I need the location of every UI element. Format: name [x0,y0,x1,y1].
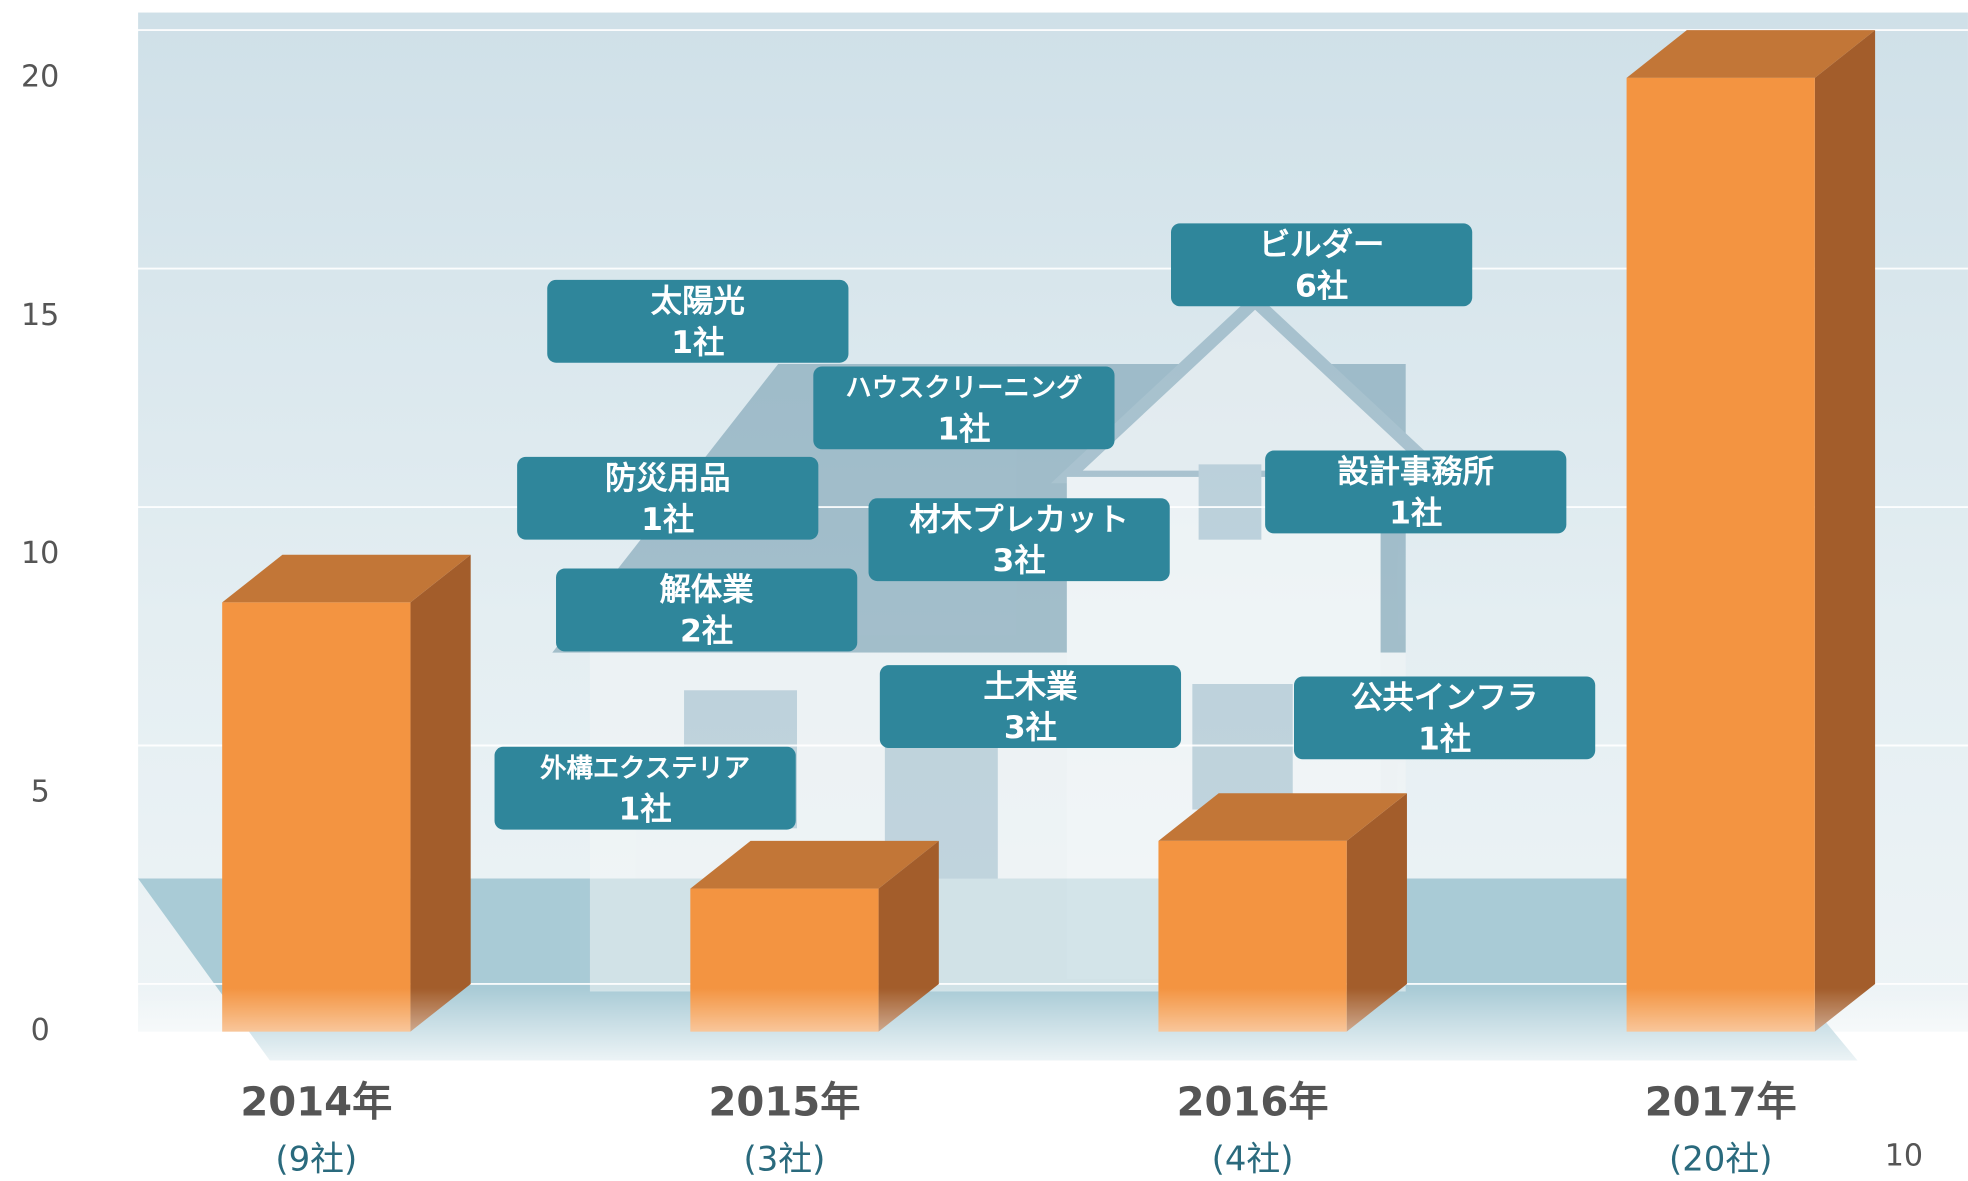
fade [138,753,1968,1067]
annotation-text: 防災用品 [605,460,730,496]
annotation-text: 土木業 [983,669,1078,705]
annotation-box [1265,450,1567,534]
annotation-box [813,366,1115,450]
y-tick-label: 10 [21,536,59,571]
annotation-box [547,279,849,363]
x-tick-label: 2015年 [708,1079,860,1125]
annotation-box [868,498,1170,582]
annotation-text: 材木プレカット [909,502,1129,538]
annotation-count: 1社 [641,502,694,538]
category-note: (3社) [744,1139,826,1178]
y-tick-label: 5 [31,775,50,810]
page-number: 10 [1885,1139,1923,1174]
annotation-box [879,665,1182,749]
annotation-box [556,568,858,652]
annotation-box [1293,676,1596,760]
category-note: (9社) [275,1139,357,1178]
annotation-text: ビルダー [1259,226,1384,263]
annotation-count: 1社 [1389,496,1442,532]
x-tick-label: 2017年 [1645,1079,1797,1125]
y-tick-label: 15 [21,298,59,333]
annotation-box [517,456,819,540]
annotation-count: 6社 [1295,268,1348,304]
y-tick-label: 0 [31,1013,50,1048]
bar-top [1626,30,1876,78]
bar-top [222,554,471,603]
annotation-count: 1社 [1418,721,1471,757]
y-tick-label: 20 [21,59,59,94]
annotation-count: 1社 [671,325,724,361]
category-note: (4社) [1212,1139,1294,1178]
annotation-text: 公共インフラ [1351,680,1538,716]
annotation-count: 1社 [937,411,990,447]
annotation-box [1171,223,1473,307]
category-note: (20社) [1669,1139,1772,1178]
grid-line [81,29,1968,79]
annotation-text: 解体業 [660,572,755,608]
x-tick-label: 2016年 [1177,1079,1329,1125]
x-tick-label: 2014年 [240,1079,392,1125]
annotation-count: 2社 [680,614,733,650]
annotation-text: ハウスクリーニング [845,374,1082,404]
annotation-text: 太陽光 [651,283,745,319]
annotation-text: 設計事務所 [1337,453,1494,490]
annotation-count: 3社 [993,543,1046,579]
annotation-count: 3社 [1004,710,1057,746]
